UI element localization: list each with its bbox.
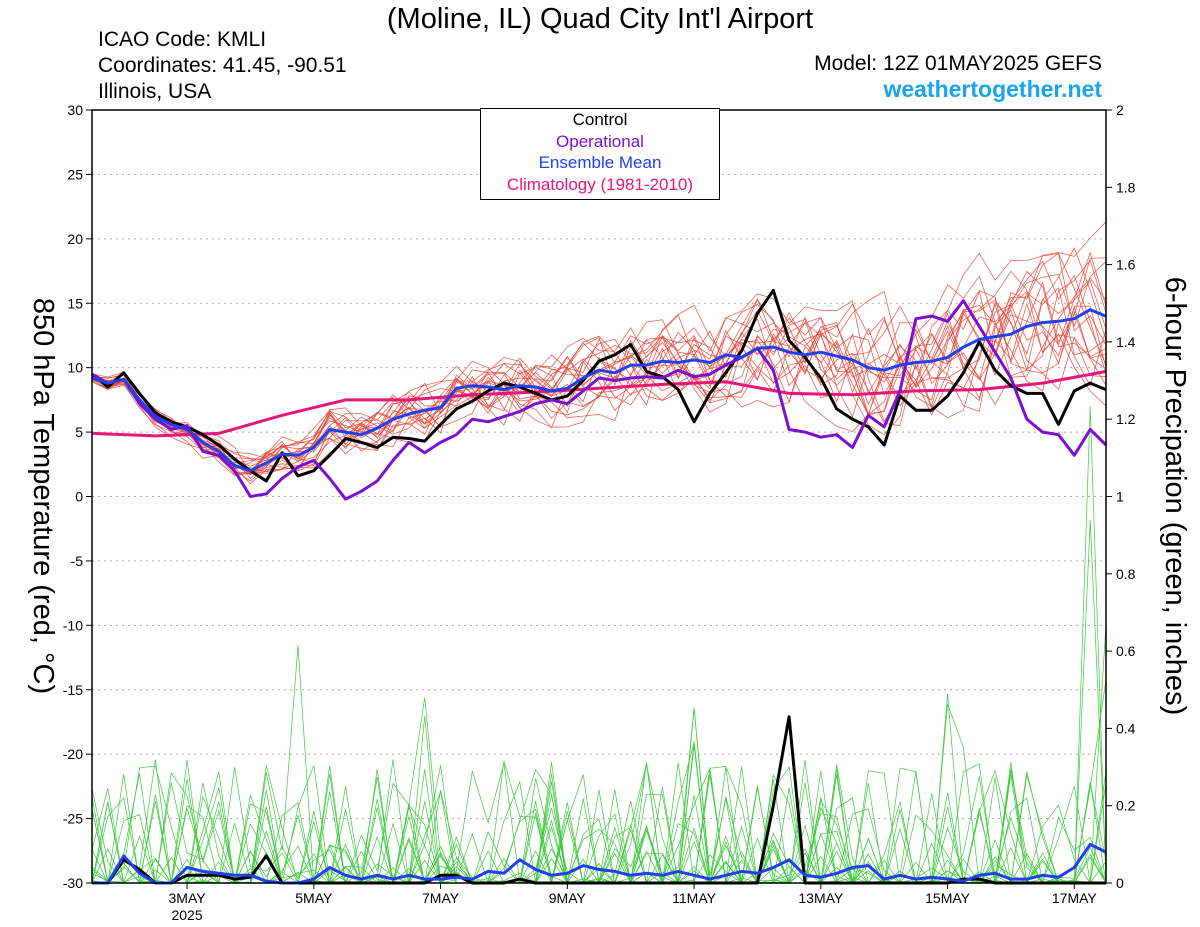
y-left-tick-label: 15 [67,295,83,311]
region: Illinois, USA [98,80,212,103]
y-right-tick-label: 1.6 [1116,257,1136,273]
ensemble-temp-line [91,270,1107,485]
ensemble-precip-line [91,765,1106,884]
ensemble-precip-line [91,765,1107,884]
y-left-tick-label: 20 [67,231,83,247]
ensemble-precip-line [91,406,1107,885]
ensemble-precip-members [91,406,1107,885]
y-right-tick-label: 0.2 [1116,798,1136,814]
legend-climatology: Climatology (1981-2010) [506,174,694,194]
operational-temp-line [91,299,1108,501]
site-link[interactable]: weathertogether.net [883,76,1102,102]
ensemble-temp-line [91,293,1107,469]
y-left-tick-label: 0 [75,489,83,505]
x-tick-label: 5MAY [295,890,333,906]
y-left-tick-label: 5 [75,424,83,440]
y-right-tick-label: 1.4 [1116,334,1136,350]
ensemble-precip-line [91,742,1107,885]
y-right-tick-label: 1.8 [1116,179,1136,195]
y-left-tick-label: 10 [67,360,83,376]
y-right-tick-label: 0 [1116,875,1124,891]
ensemble-mean-precip-line [92,842,1107,885]
ensemble-temp-line [91,290,1107,472]
legend-control: Control [572,110,628,129]
legend-ensemble-mean: Ensemble Mean [538,153,662,172]
y-right-axis-title: 6-hour Precipation (green, inches) [1159,277,1191,715]
y-left-tick-label: -25 [63,811,83,827]
x-tick-label: 13MAY [798,890,844,906]
ensemble-temp-line [91,304,1107,475]
y-right-tick-label: 2 [1116,102,1124,118]
y-right-tick-label: 0.6 [1116,643,1136,659]
legend: Control Operational Ensemble Mean Climat… [480,108,720,200]
coordinates: Coordinates: 41.45, -90.51 [98,54,347,77]
x-tick-label: 9MAY [549,890,587,906]
y-right-tick-label: 1.2 [1116,411,1136,427]
y-left-tick-label: 30 [67,102,83,118]
ensemble-temp-line [91,301,1107,461]
climatology-temp-line [91,370,1107,438]
ensemble-temp-line [91,259,1107,472]
y-left-tick-label: 25 [67,166,83,182]
ensemble-temp-line [91,279,1107,467]
legend-operational: Operational [556,131,644,151]
control-temp-line [91,288,1107,483]
y-left-tick-label: -15 [63,682,83,698]
x-tick-label: 11MAY [672,890,716,906]
x-tick-label: 15MAY [925,890,971,906]
ensemble-precip-line [92,767,1106,885]
y-left-tick-label: -30 [63,875,83,891]
y-right-tick-label: 1 [1116,489,1124,505]
icao-code: ICAO Code: KMLI [98,28,267,51]
ensemble-temp-line [91,260,1107,473]
chart-title: (Moline, IL) Quad City Int'l Airport [386,3,814,35]
y-left-tick-label: -20 [63,746,83,762]
model-run: Model: 12Z 01MAY2025 GEFS [814,52,1102,75]
ensemble-temp-line [91,252,1107,476]
y-left-tick-label: -10 [63,617,83,633]
ensemble-temp-line [91,261,1107,476]
x-tick-sublabel: 2025 [171,907,202,923]
y-right-tick-label: 0.4 [1116,720,1136,736]
ensemble-precip-line [91,679,1107,885]
ensemble-precip-line [92,740,1106,885]
x-tick-label: 3MAY [169,890,207,906]
ensemble-temp-line [91,252,1107,480]
ensemble-precip-line [92,623,1107,885]
x-tick-label: 7MAY [422,890,460,906]
x-tick-label: 17MAY [1052,890,1098,906]
y-right-tick-label: 0.8 [1116,566,1136,582]
ensemble-mean-temp-line [91,308,1107,473]
ensemble-temp-line [91,247,1107,464]
ensemble-precip-line [91,764,1107,885]
y-left-axis-title: 850 hPa Temperature (red, °C) [27,298,59,694]
ensemble-temp-line [91,221,1107,476]
y-left-tick-label: -5 [71,553,84,569]
